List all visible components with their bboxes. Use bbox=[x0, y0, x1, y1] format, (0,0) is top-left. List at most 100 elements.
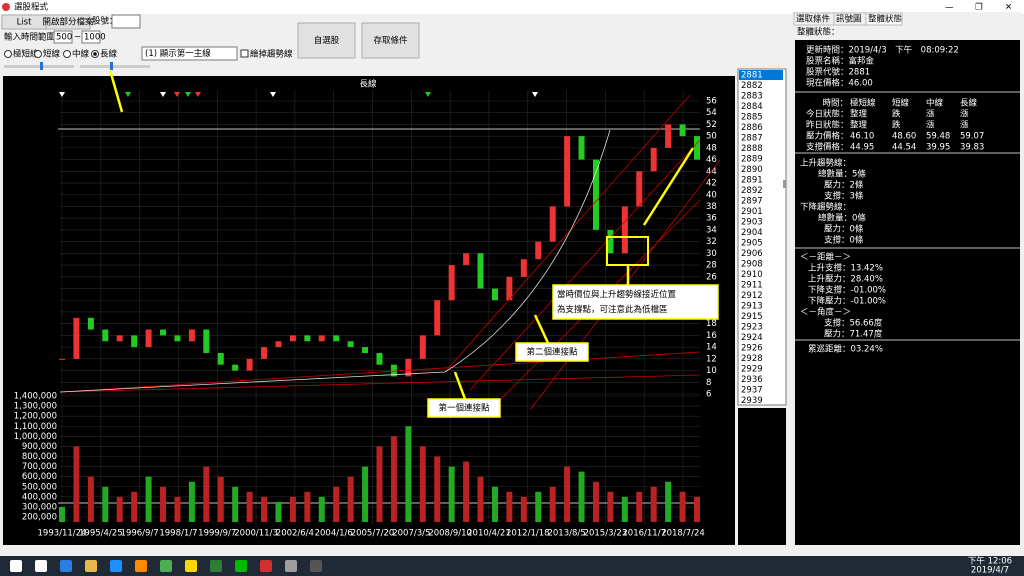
stock-item: 2891 bbox=[741, 176, 763, 186]
taskbar-icon[interactable] bbox=[210, 560, 222, 572]
taskbar-icon[interactable] bbox=[285, 560, 297, 572]
stock-item: 2939 bbox=[741, 396, 763, 406]
date-label: 2013/8/5 bbox=[547, 529, 585, 539]
tab[interactable] bbox=[865, 12, 903, 26]
taskbar-icon[interactable] bbox=[60, 560, 72, 572]
candle bbox=[59, 358, 65, 360]
stock-item: 2892 bbox=[741, 186, 763, 196]
window-control[interactable]: — bbox=[945, 3, 954, 13]
table-cell: 48.60 bbox=[892, 132, 916, 142]
candle bbox=[318, 335, 325, 342]
price-tick-label: 52 bbox=[706, 120, 717, 130]
price-tick-label: 12 bbox=[706, 354, 717, 364]
watch-button[interactable] bbox=[297, 22, 356, 59]
date-label: 2016/11/7 bbox=[622, 529, 666, 539]
volume-bar bbox=[362, 466, 369, 522]
date-label: 1993/11/24 bbox=[38, 529, 87, 539]
taskbar-date: 2019/4/7 bbox=[971, 566, 1009, 576]
volume-tick-label: 500,000 bbox=[22, 482, 57, 492]
radio[interactable] bbox=[34, 50, 42, 58]
arrow bbox=[642, 147, 695, 226]
volume-bar bbox=[419, 446, 426, 522]
taskbar-icon[interactable] bbox=[310, 560, 322, 572]
candle bbox=[246, 358, 253, 371]
candle bbox=[463, 253, 470, 266]
volume-bar bbox=[390, 436, 397, 522]
date-label: 1995/4/25 bbox=[79, 529, 123, 539]
candle bbox=[578, 136, 585, 160]
radio[interactable] bbox=[4, 50, 12, 58]
code-label: 股號： bbox=[92, 16, 118, 27]
volume-bar bbox=[434, 456, 441, 522]
price-tick-label: 34 bbox=[706, 225, 717, 235]
dropdown[interactable] bbox=[141, 46, 238, 61]
candle bbox=[390, 364, 397, 377]
candle bbox=[419, 335, 426, 359]
open-button[interactable] bbox=[45, 14, 91, 30]
range-to: 1000 bbox=[84, 33, 106, 43]
signal-marker bbox=[532, 92, 538, 97]
status-line: ＜－角度－＞ bbox=[800, 307, 851, 318]
date-label: 2010/4/21 bbox=[467, 529, 511, 539]
price-tick-label: 10 bbox=[706, 366, 717, 376]
date-label: 2007/3/5 bbox=[392, 529, 430, 539]
taskbar-icon[interactable] bbox=[85, 560, 97, 572]
candle bbox=[650, 147, 657, 172]
volume-bar bbox=[174, 496, 181, 522]
candle bbox=[203, 329, 210, 353]
radio-label: 長線 bbox=[100, 49, 118, 60]
stock-item: 2926 bbox=[741, 344, 763, 354]
taskbar-icon[interactable] bbox=[110, 560, 122, 572]
volume-bar bbox=[131, 491, 138, 522]
taskbar-icon[interactable] bbox=[185, 560, 197, 572]
volume-tick-label: 700,000 bbox=[22, 462, 57, 472]
candle bbox=[506, 276, 513, 301]
range-sep: ~ bbox=[74, 33, 81, 43]
app-icon bbox=[2, 3, 10, 11]
taskbar-icon[interactable] bbox=[260, 560, 272, 572]
date-label: 1998/1/7 bbox=[159, 529, 197, 539]
range-from-input[interactable] bbox=[53, 30, 73, 44]
candle bbox=[160, 329, 167, 336]
candle bbox=[621, 206, 628, 254]
range-to-input[interactable] bbox=[81, 30, 101, 44]
volume-bar bbox=[463, 461, 470, 522]
radio[interactable] bbox=[63, 50, 71, 58]
volume-tick-label: 400,000 bbox=[22, 492, 57, 502]
code-input[interactable] bbox=[111, 14, 141, 29]
window-control[interactable]: ❐ bbox=[975, 3, 983, 13]
table-cell: 今日狀態： bbox=[806, 109, 849, 120]
volume-bar bbox=[621, 496, 628, 522]
table-cell: 漲 bbox=[926, 110, 935, 120]
save-button[interactable] bbox=[361, 22, 420, 59]
candle bbox=[477, 253, 484, 289]
checkbox[interactable] bbox=[240, 49, 249, 58]
date-label: 2002/6/4 bbox=[276, 529, 314, 539]
volume-bar bbox=[578, 471, 585, 522]
taskbar-icon[interactable] bbox=[35, 560, 47, 572]
taskbar-icon[interactable] bbox=[235, 560, 247, 572]
taskbar-icon[interactable] bbox=[160, 560, 172, 572]
stock-item: 2887 bbox=[741, 134, 763, 144]
table-cell: 39.83 bbox=[960, 143, 984, 153]
table-header: 中線 bbox=[926, 98, 944, 109]
slider-thumb[interactable] bbox=[40, 62, 43, 70]
taskbar-icon[interactable] bbox=[10, 560, 22, 572]
table-cell: 44.95 bbox=[850, 143, 874, 153]
window-control[interactable]: ✕ bbox=[1005, 3, 1012, 13]
date-label: 2008/9/10 bbox=[428, 529, 472, 539]
list-selection bbox=[739, 70, 783, 80]
volume-bar bbox=[491, 486, 498, 522]
candle bbox=[73, 317, 80, 359]
price-tick-label: 26 bbox=[706, 272, 717, 282]
stock-list bbox=[737, 68, 787, 406]
table-cell: 59.48 bbox=[926, 132, 950, 142]
taskbar-icon[interactable] bbox=[135, 560, 147, 572]
stock-item: 2881 bbox=[741, 71, 763, 81]
slider-thumb[interactable] bbox=[110, 62, 113, 70]
candle bbox=[188, 329, 195, 342]
list-scrollbar bbox=[783, 180, 786, 188]
status-line: 支撐：56.66度 bbox=[824, 318, 883, 329]
info-line: 更新時間：2019/4/3 下午 08:09:22 bbox=[806, 45, 959, 56]
